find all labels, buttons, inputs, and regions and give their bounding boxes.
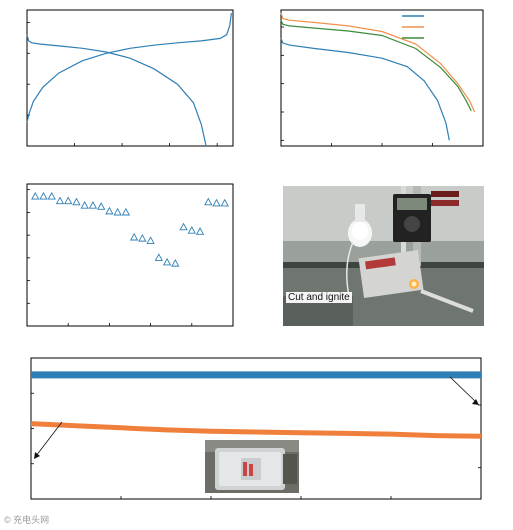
series-line-1 (280, 12, 476, 113)
data-point (212, 198, 221, 207)
data-point (171, 258, 180, 267)
cycled-cell-photo (205, 440, 299, 493)
ce-arrowhead (472, 399, 479, 405)
data-point (47, 191, 56, 200)
ignition-test-photo: Cut and ignite (283, 186, 484, 326)
data-point (39, 191, 48, 200)
data-point (64, 196, 73, 205)
capacity-arrow (35, 421, 63, 457)
data-point (138, 233, 147, 242)
series-line-0 (280, 38, 450, 141)
capacity-series (30, 421, 482, 439)
data-point (121, 207, 131, 216)
data-point (187, 226, 196, 234)
data-point (113, 207, 122, 216)
data-point (72, 197, 81, 206)
cycled-cell-illustration (205, 440, 299, 493)
data-point (154, 253, 164, 261)
data-point (162, 257, 172, 266)
ce-arrow (449, 376, 478, 404)
data-point (220, 198, 229, 207)
data-point (31, 191, 40, 200)
data-point (204, 197, 213, 206)
axes-frame-c (26, 183, 234, 327)
ignition-test-illustration (283, 186, 484, 326)
data-point (146, 236, 155, 244)
data-point (88, 201, 98, 209)
series-line-2 (280, 19, 472, 112)
watermark: © 充电头网 (4, 515, 50, 525)
data-point (97, 202, 106, 210)
axes-frame-a (26, 9, 234, 147)
data-point (80, 201, 89, 209)
data-point (105, 206, 114, 215)
data-point (195, 227, 205, 235)
capacity-arrowhead (34, 452, 40, 459)
series-line-charge (26, 13, 232, 123)
data-point (55, 196, 65, 205)
series-line-discharge (26, 34, 207, 147)
data-point (179, 222, 188, 231)
photo-caption: Cut and ignite (286, 292, 352, 303)
data-point (129, 232, 139, 241)
